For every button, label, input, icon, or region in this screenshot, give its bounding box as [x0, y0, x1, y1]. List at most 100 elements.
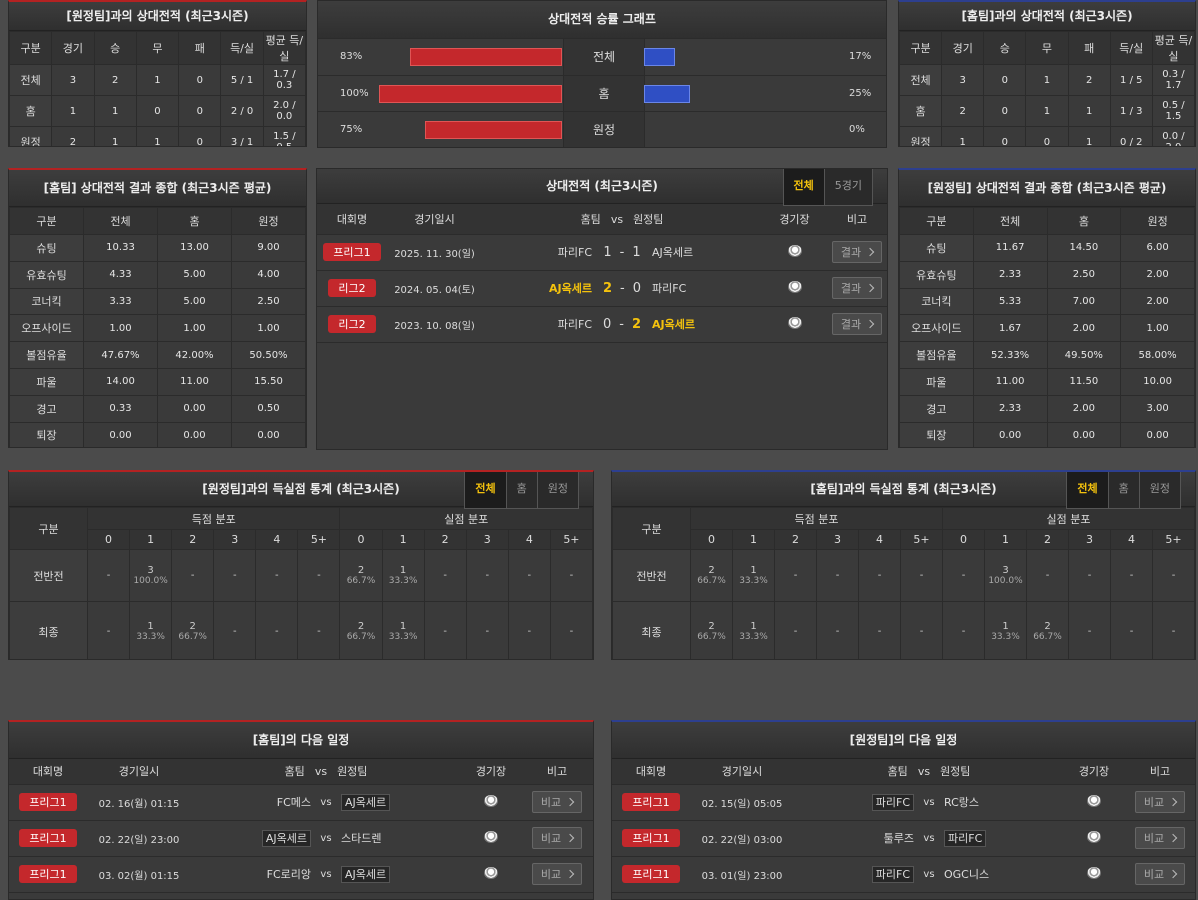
cell: 11.67 — [972, 234, 1048, 262]
cell: 1 33.3% — [732, 601, 775, 659]
cell: - — [1110, 549, 1153, 602]
cell: 6.00 — [1120, 234, 1195, 262]
stadium-icon[interactable] — [484, 794, 498, 807]
panel-title: [원정팀] 상대전적 결과 종합 (최근3시즌 평균) — [899, 170, 1195, 207]
row-label: 경고 — [9, 394, 84, 423]
tab[interactable]: 홈 — [1107, 472, 1139, 508]
bucket-header: 1 — [732, 529, 775, 550]
chevron-icon — [1168, 797, 1178, 807]
cell: 2 — [1067, 64, 1111, 96]
cell: 5.00 — [157, 287, 232, 316]
cell: - — [816, 601, 859, 659]
action-button[interactable]: 결과 — [831, 241, 883, 263]
cell: - — [86, 601, 131, 659]
action-button[interactable]: 비교 — [1134, 827, 1186, 849]
tab[interactable]: 홈 — [505, 472, 537, 508]
cell: 3 / 1 — [220, 126, 264, 146]
tab[interactable]: 전체 — [1067, 472, 1108, 508]
cell: 0.0 / 2.0 — [1151, 126, 1195, 146]
header-row: 구분 경기 승 무 패 득/실 평균 득/실 — [899, 31, 1195, 65]
cell: 2 — [941, 95, 985, 127]
bucket-header: 4 — [507, 529, 551, 550]
tab-group: 전체 홈 원정 — [1066, 472, 1181, 509]
away-team: 파리FC — [652, 270, 762, 307]
cell: 1 — [93, 95, 137, 127]
tab[interactable]: 전체 — [783, 169, 824, 205]
cell: - — [900, 549, 943, 602]
goals-table: 구분 득점 분포 실점 분포 0 1 2 3 4 5+ 0 1 2 3 4 5+ 전반전 2 66.7% 1 33.3… — [612, 507, 1195, 659]
group-header: 실점 분포 — [339, 507, 593, 530]
count: 2 — [708, 565, 715, 576]
action-button[interactable]: 비교 — [531, 863, 583, 885]
cell: 2 66.7% — [1026, 601, 1069, 659]
action-button[interactable]: 결과 — [831, 277, 883, 299]
cell: 1 — [1025, 64, 1069, 96]
action-button[interactable]: 비교 — [1134, 791, 1186, 813]
cell: 0 — [1025, 126, 1069, 146]
group-header: 득점 분포 — [690, 507, 943, 530]
tab[interactable]: 전체 — [465, 472, 506, 508]
cell: 0 — [135, 95, 180, 127]
away-header: 원정팀 — [633, 212, 664, 226]
button-label: 비교 — [540, 832, 562, 845]
schedule-table: 대회명 경기일시 홈팀 vs 원정팀 경기장 비고 프리그1 02. 15(일) 05:05 파리… — [612, 759, 1195, 893]
cell: - — [858, 601, 901, 659]
stadium-icon[interactable] — [1087, 830, 1101, 843]
column-header: 평균 득/실 — [1151, 31, 1195, 65]
stadium-icon[interactable] — [484, 830, 498, 843]
cell: 2 66.7% — [339, 601, 383, 659]
count: 2 — [189, 621, 196, 632]
table-row: 유효슈팅 2.33 2.50 2.00 — [899, 260, 1195, 289]
cell: - — [465, 601, 509, 659]
cell: 1 — [135, 126, 180, 146]
cell: - — [549, 601, 593, 659]
away-cell: AJ옥세르 — [341, 784, 461, 821]
column-header: 패 — [178, 31, 222, 65]
action-button[interactable]: 비교 — [1134, 863, 1186, 885]
chevron-icon — [865, 283, 875, 293]
stadium-icon[interactable] — [1087, 866, 1101, 879]
stadium-icon[interactable] — [787, 316, 802, 329]
cell: 비교 — [521, 820, 593, 857]
tab[interactable]: 5경기 — [823, 169, 872, 205]
panel-title: [원정팀]과의 상대전적 (최근3시즌) — [9, 2, 306, 31]
action-button[interactable]: 비교 — [531, 791, 583, 813]
bucket-header: 2 — [171, 529, 215, 550]
cell: 0.00 — [83, 421, 158, 447]
bucket-header: 3 — [1068, 529, 1111, 550]
button-label: 결과 — [840, 282, 862, 295]
cell: 1.67 — [972, 314, 1048, 343]
cell: - — [255, 549, 299, 602]
count: 1 — [399, 565, 407, 576]
chevron-icon — [565, 797, 575, 807]
tab[interactable]: 원정 — [536, 472, 578, 508]
column-header: 구분 — [9, 507, 88, 550]
panel: 상대전적 (최근3시즌) 전체 5경기 대회명 경기일시 홈팀 vs 원정팀 경기장 비고 프리그1… — [316, 168, 888, 450]
stadium-icon[interactable] — [1087, 794, 1101, 807]
stadium-icon[interactable] — [787, 244, 802, 257]
row-label: 슈팅 — [9, 234, 84, 262]
home-score: 1 — [603, 244, 612, 260]
stadium-icon[interactable] — [787, 280, 802, 293]
button-label: 비교 — [540, 868, 562, 881]
percent: 66.7% — [697, 632, 726, 642]
match-table: 대회명 경기일시 홈팀 vs 원정팀 경기장 비고 프리그1 2025. 11. 30(일) 파리… — [317, 204, 887, 343]
table-row: 슈팅 11.67 14.50 6.00 — [899, 234, 1195, 262]
cell — [461, 820, 521, 857]
schedule-row: 프리그1 03. 01(일) 23:00 파리FC vs OGC니스 비교 — [612, 856, 1195, 893]
bucket-header: 0 — [339, 529, 383, 550]
away-team: 스타드렌 — [341, 832, 382, 845]
header-row: 대회명 경기일시 홈팀 vs 원정팀 경기장 비고 — [612, 759, 1195, 785]
stadium-icon[interactable] — [484, 866, 498, 879]
action-button[interactable]: 결과 — [831, 313, 883, 335]
left-bar — [379, 84, 562, 103]
home-team: FC메스 — [276, 796, 311, 809]
cell: 5.00 — [157, 260, 232, 289]
tab[interactable]: 원정 — [1138, 472, 1180, 508]
left-bar — [410, 48, 562, 66]
action-button[interactable]: 비교 — [531, 827, 583, 849]
